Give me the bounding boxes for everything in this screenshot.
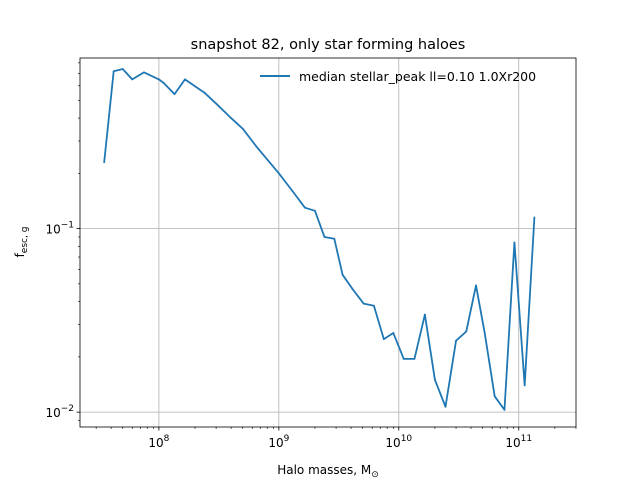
- data-point: [203, 91, 206, 94]
- data-point: [475, 284, 477, 287]
- data-point: [455, 339, 457, 342]
- legend-label: median stellar_peak ll=0.10 1.0Xr200: [299, 69, 536, 84]
- data-point: [392, 332, 395, 334]
- data-point: [402, 358, 405, 360]
- data-point: [131, 78, 134, 81]
- y-tick-label: 10−2: [45, 404, 74, 420]
- y-axis-label: fesc, g: [13, 227, 30, 258]
- data-point: [162, 82, 165, 85]
- chart-title: snapshot 82, only star forming haloes: [191, 37, 466, 53]
- data-point: [533, 216, 536, 219]
- data-point: [503, 408, 506, 411]
- x-tick-label-base: 10: [505, 436, 520, 450]
- axes-frame: [79, 57, 577, 428]
- x-tick-label-base: 10: [148, 436, 163, 450]
- data-point: [255, 145, 258, 148]
- grid: [80, 58, 576, 427]
- ticks: [76, 62, 577, 431]
- data-point: [434, 378, 436, 381]
- data-point: [483, 332, 486, 334]
- data-point: [351, 287, 354, 290]
- data-point: [362, 302, 365, 305]
- data-point: [291, 190, 294, 193]
- y-tick-label-base: 10: [45, 406, 60, 420]
- x-tick-label-exp: 11: [521, 434, 532, 444]
- data-point: [465, 330, 468, 333]
- x-axis-label-sub: ⊙: [371, 470, 379, 480]
- data-point: [413, 358, 416, 360]
- series-group: [103, 68, 536, 411]
- x-tick-label: 108: [148, 434, 169, 450]
- y-tick-label-exp: −1: [61, 221, 74, 231]
- y-tick-label-exp: −2: [61, 404, 74, 414]
- x-tick-label-exp: 9: [284, 434, 290, 444]
- data-point: [323, 236, 326, 238]
- data-point: [215, 102, 218, 105]
- data-point: [314, 209, 316, 212]
- x-tick-label-exp: 10: [401, 434, 413, 444]
- series-line: [103, 68, 536, 411]
- y-tick-label-base: 10: [45, 223, 60, 237]
- data-point: [230, 117, 233, 119]
- y-axis-label-main: f: [13, 252, 27, 257]
- data-point: [513, 241, 516, 244]
- data-point: [373, 304, 375, 307]
- x-tick-label-base: 10: [268, 436, 283, 450]
- data-point: [173, 93, 176, 96]
- data-point: [523, 384, 526, 387]
- data-point: [341, 273, 344, 276]
- x-axis-label-main: Halo masses, M: [277, 463, 371, 477]
- data-point: [277, 172, 280, 175]
- legend: median stellar_peak ll=0.10 1.0Xr200: [260, 69, 536, 84]
- data-point: [333, 237, 336, 240]
- y-axis-label-sub: esc, g: [20, 227, 30, 254]
- data-point: [184, 78, 186, 81]
- x-tick-label: 1010: [385, 434, 412, 450]
- x-axis-label: Halo masses, M⊙: [277, 463, 379, 480]
- data-point: [444, 405, 447, 408]
- data-point: [423, 313, 426, 316]
- data-point: [382, 338, 385, 340]
- data-point: [157, 78, 160, 81]
- data-point: [493, 395, 496, 398]
- x-tick-label: 109: [268, 434, 289, 450]
- data-point: [121, 68, 124, 70]
- data-point: [241, 127, 244, 130]
- data-point: [112, 70, 115, 73]
- y-tick-label: 10−1: [45, 221, 74, 237]
- data-point: [103, 161, 106, 164]
- data-point: [143, 71, 145, 74]
- x-tick-label: 1011: [505, 434, 532, 450]
- x-tick-label-exp: 8: [164, 434, 170, 444]
- data-point: [304, 206, 306, 209]
- x-tick-label-base: 10: [385, 436, 400, 450]
